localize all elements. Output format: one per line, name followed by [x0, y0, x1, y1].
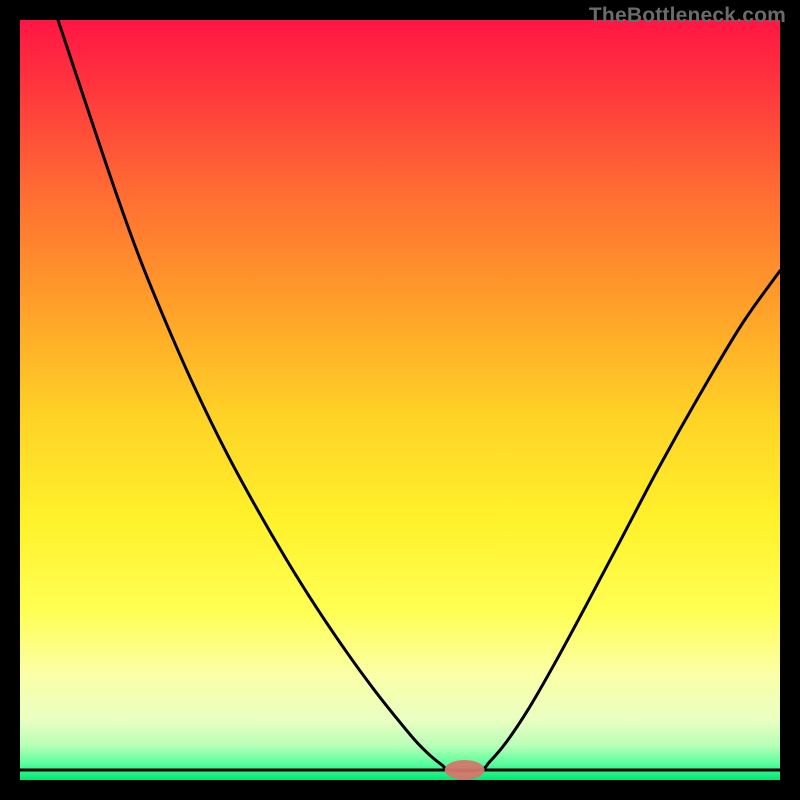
- watermark-text: TheBottleneck.com: [589, 4, 786, 28]
- optimum-marker: [445, 760, 485, 780]
- plot-background: [20, 20, 780, 780]
- chart-frame: TheBottleneck.com: [0, 0, 800, 800]
- bottleneck-chart: [0, 0, 800, 800]
